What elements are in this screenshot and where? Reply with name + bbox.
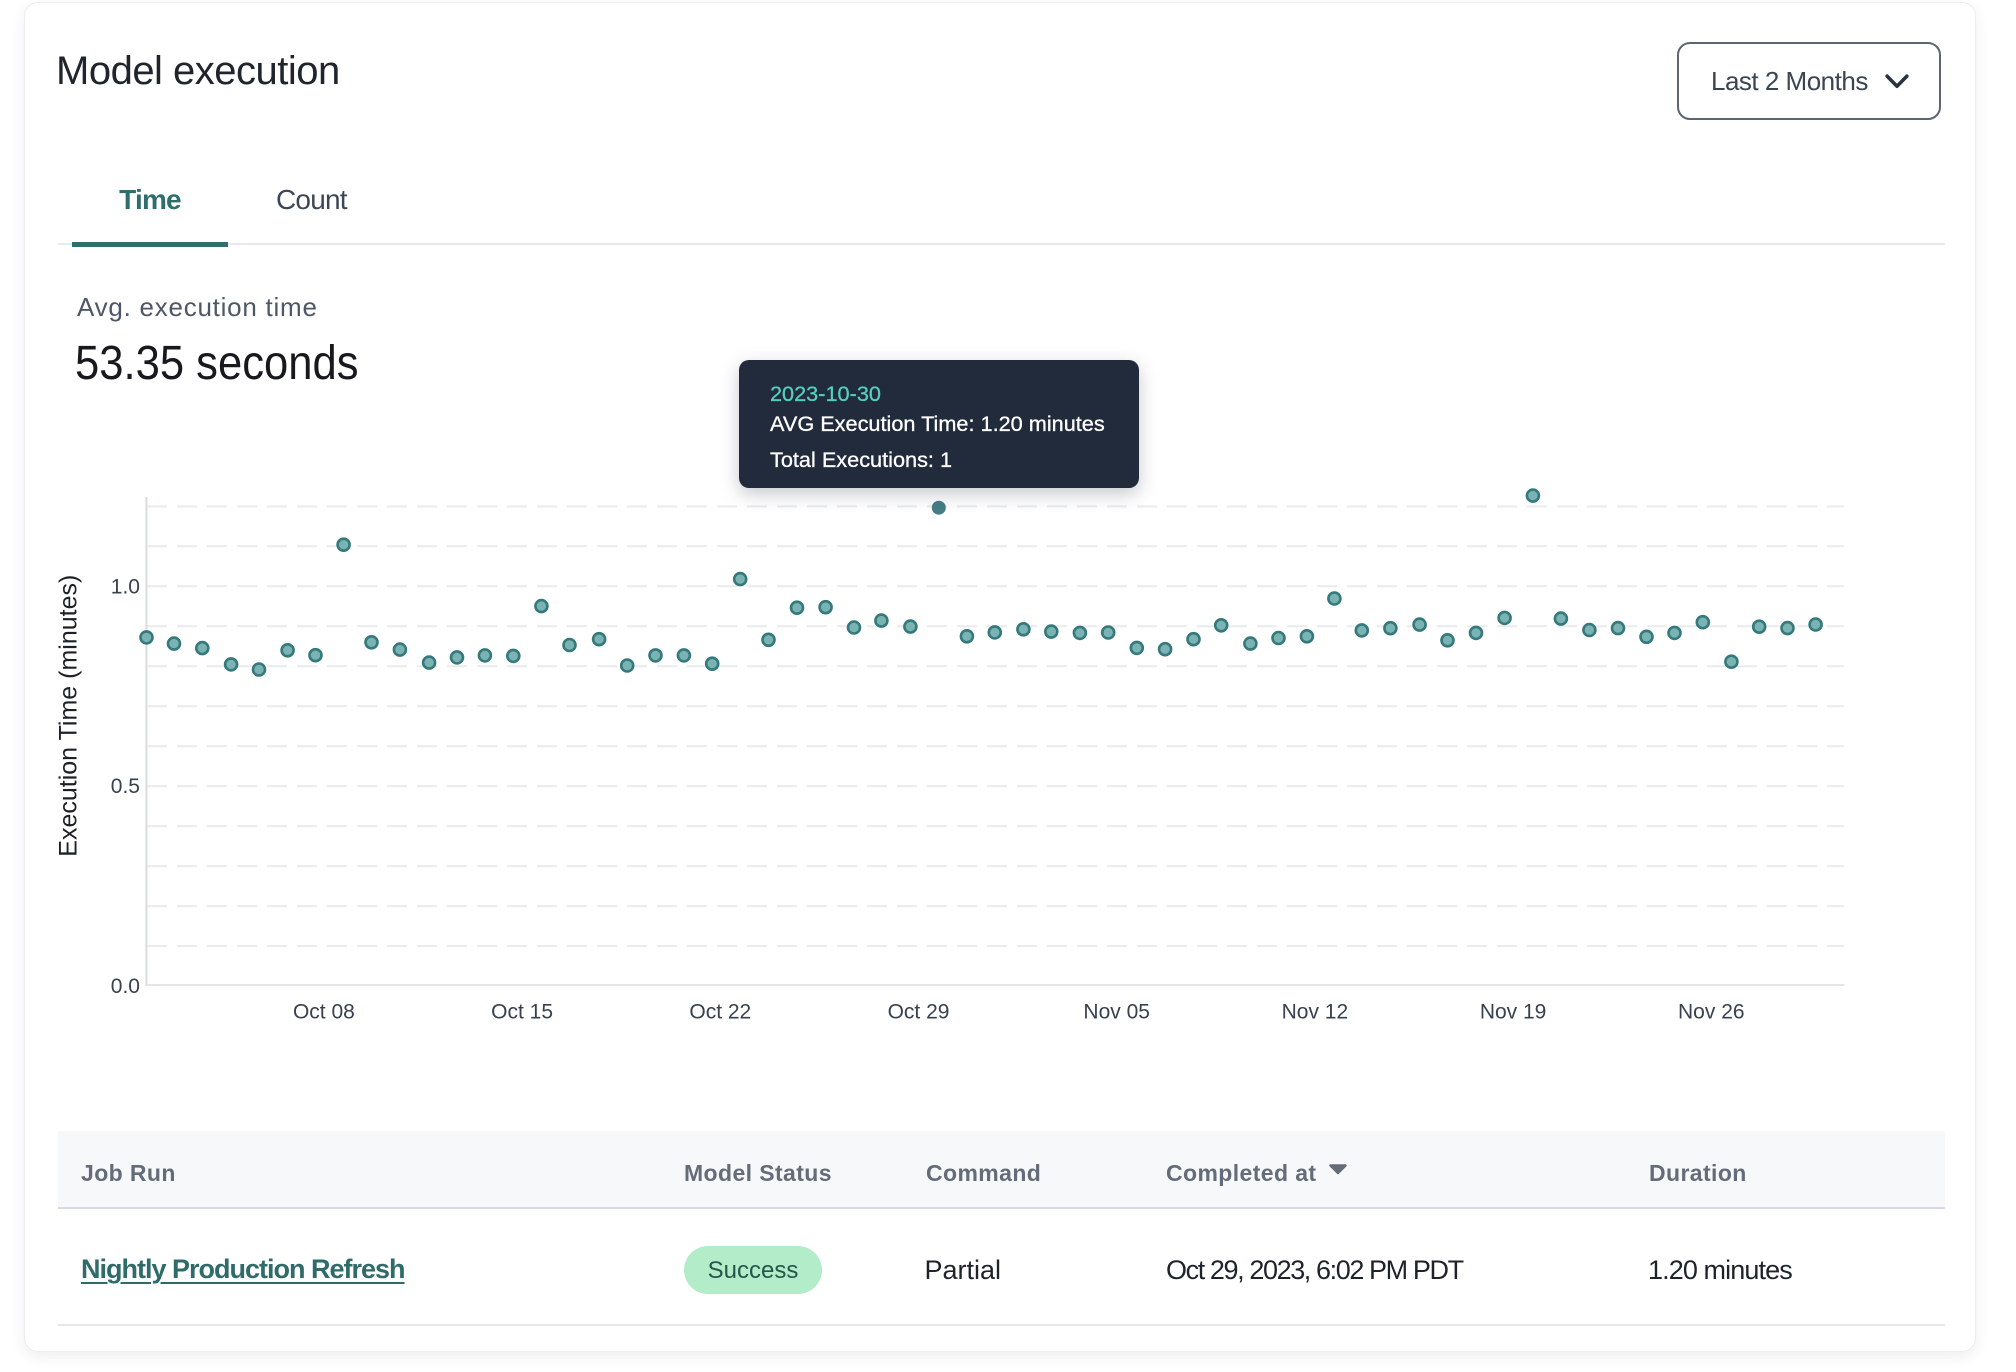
svg-text:Nov 26: Nov 26 (1678, 1001, 1745, 1024)
svg-text:Oct 22: Oct 22 (689, 1001, 751, 1024)
svg-text:Execution Time (minutes): Execution Time (minutes) (55, 575, 83, 857)
svg-text:0.5: 0.5 (111, 775, 140, 798)
svg-text:Nov 19: Nov 19 (1480, 1001, 1547, 1024)
svg-text:Oct 29: Oct 29 (888, 1001, 950, 1024)
svg-text:1.0: 1.0 (111, 575, 140, 598)
svg-text:Nov 05: Nov 05 (1083, 1001, 1150, 1024)
svg-text:0.0: 0.0 (111, 975, 140, 998)
svg-text:Nov 12: Nov 12 (1282, 1001, 1349, 1024)
svg-text:Oct 08: Oct 08 (293, 1001, 355, 1024)
svg-text:Oct 15: Oct 15 (491, 1001, 553, 1024)
